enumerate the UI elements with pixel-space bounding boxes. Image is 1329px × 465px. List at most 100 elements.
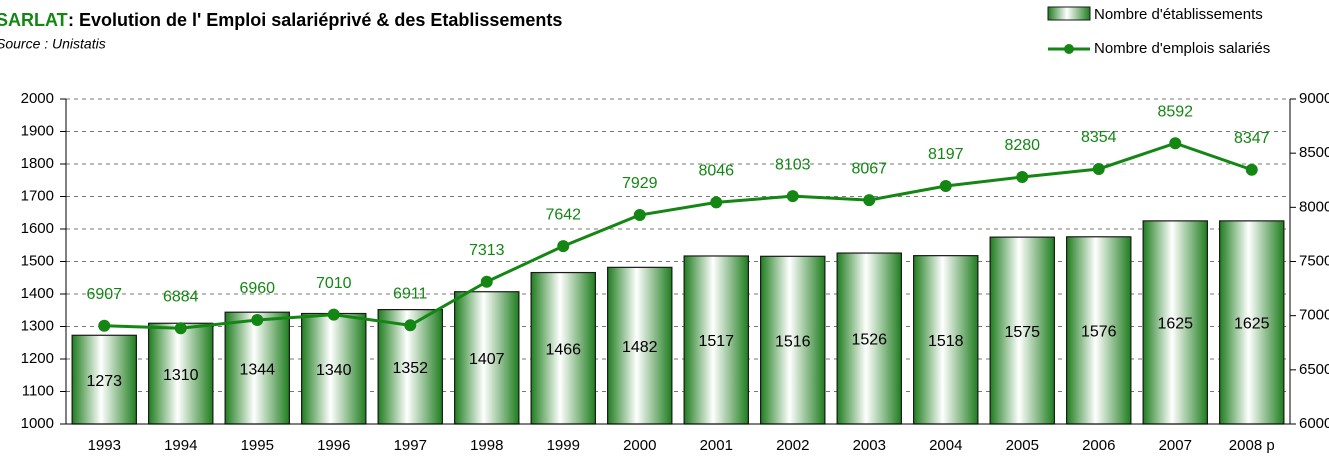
x-tick-label: 1996	[317, 437, 350, 454]
bar-value-label: 1576	[1081, 324, 1117, 341]
line-value-label: 8354	[1081, 129, 1117, 146]
line-marker	[710, 196, 723, 209]
line-value-label: 6884	[163, 288, 199, 305]
y2-tick-label: 8500	[1299, 144, 1329, 161]
y-tick-label: 1500	[21, 252, 54, 269]
y2-tick-label: 7000	[1299, 307, 1329, 324]
chart-subtitle: Source : Unistatis	[0, 36, 106, 52]
line-value-label: 7642	[545, 206, 581, 223]
x-tick-label: 2005	[1006, 437, 1039, 454]
y-tick-label: 1400	[21, 285, 54, 302]
x-tick-label: 2003	[853, 437, 886, 454]
bar-value-label: 1482	[622, 339, 658, 356]
bar-value-label: 1575	[1004, 324, 1040, 341]
y-tick-label: 1300	[21, 317, 54, 334]
x-tick-label: 2000	[623, 437, 656, 454]
line-marker	[557, 240, 570, 253]
line-marker	[327, 308, 340, 321]
line-marker	[1245, 163, 1258, 176]
legend-marker	[1064, 44, 1074, 54]
line-value-label: 8197	[928, 146, 964, 163]
bar	[1066, 236, 1132, 425]
bar	[836, 252, 902, 425]
bar	[607, 266, 673, 425]
legend-label: Nombre d'emplois salariés	[1094, 40, 1270, 57]
line-marker	[1169, 137, 1182, 150]
legend-swatch	[1047, 6, 1091, 21]
line-marker	[98, 319, 111, 332]
legend-label: Nombre d'établissements	[1094, 6, 1263, 23]
bar-value-label: 1526	[851, 332, 887, 349]
bar	[913, 255, 979, 425]
bar	[1219, 220, 1285, 425]
line-marker	[786, 190, 799, 203]
y-tick-label: 1800	[21, 155, 54, 172]
line-value-label: 8280	[1004, 137, 1040, 154]
x-tick-label: 2007	[1159, 437, 1192, 454]
bar-value-label: 1407	[469, 351, 505, 368]
x-tick-label: 1993	[88, 437, 121, 454]
bar-value-label: 1516	[775, 333, 811, 350]
x-tick-label: 2004	[929, 437, 962, 454]
bar-value-label: 1625	[1234, 316, 1270, 333]
line-value-label: 8046	[698, 163, 734, 180]
line-value-label: 7929	[622, 175, 658, 192]
y2-tick-label: 6000	[1299, 415, 1329, 432]
line-marker	[1016, 171, 1029, 183]
line-value-label: 6907	[86, 286, 122, 303]
bar-value-label: 1466	[545, 341, 581, 358]
bar-value-label: 1310	[163, 367, 199, 384]
bar	[71, 334, 137, 425]
y-tick-label: 1200	[21, 350, 54, 367]
line-value-label: 7313	[469, 242, 505, 259]
y-tick-label: 1000	[21, 415, 54, 432]
line-marker	[1092, 162, 1105, 175]
x-tick-label: 2008 p	[1229, 437, 1275, 454]
line-marker	[939, 179, 952, 192]
x-tick-label: 1998	[470, 437, 503, 454]
bar	[530, 271, 596, 425]
x-tick-label: 1999	[547, 437, 580, 454]
bar	[760, 255, 826, 425]
x-tick-label: 2002	[776, 437, 809, 454]
line-marker	[863, 194, 876, 207]
y2-tick-label: 9000	[1299, 90, 1329, 107]
line-value-label: 6911	[393, 286, 428, 303]
x-tick-label: 2006	[1082, 437, 1115, 454]
y2-tick-label: 8000	[1299, 198, 1329, 215]
bar-value-label: 1517	[698, 333, 734, 350]
x-tick-label: 2001	[700, 437, 733, 454]
line-marker	[404, 319, 417, 332]
line-value-label: 8067	[851, 160, 887, 177]
x-tick-label: 1995	[241, 437, 274, 454]
x-tick-label: 1997	[394, 437, 427, 454]
bar-value-label: 1340	[316, 362, 352, 379]
y-tick-label: 2000	[21, 90, 54, 107]
y2-tick-label: 6500	[1299, 361, 1329, 378]
line-value-label: 7010	[316, 275, 352, 292]
line	[104, 141, 1253, 330]
line-value-label: 8592	[1157, 103, 1193, 120]
line-marker	[633, 209, 646, 222]
bar	[683, 255, 749, 425]
y-tick-label: 1900	[21, 122, 54, 139]
y-tick-label: 1100	[22, 382, 54, 399]
line-value-label: 6960	[239, 280, 275, 297]
line-value-label: 8103	[775, 156, 811, 173]
y-tick-label: 1700	[21, 187, 54, 204]
line-value-label: 8347	[1234, 130, 1270, 147]
bar-value-label: 1273	[86, 373, 122, 390]
chart-title-place: SARLAT	[0, 10, 68, 30]
chart-title: : Evolution de l' Emploi salariéprivé & …	[68, 10, 562, 30]
bar-value-label: 1352	[392, 360, 428, 377]
bar-value-label: 1625	[1157, 316, 1193, 333]
line-marker	[480, 275, 493, 288]
bar-value-label: 1344	[239, 361, 275, 378]
line-marker	[174, 322, 187, 335]
bar	[454, 291, 520, 425]
bar-value-label: 1518	[928, 333, 964, 350]
y-tick-label: 1600	[21, 220, 54, 237]
y2-tick-label: 7500	[1299, 252, 1329, 269]
bar	[1142, 220, 1208, 425]
